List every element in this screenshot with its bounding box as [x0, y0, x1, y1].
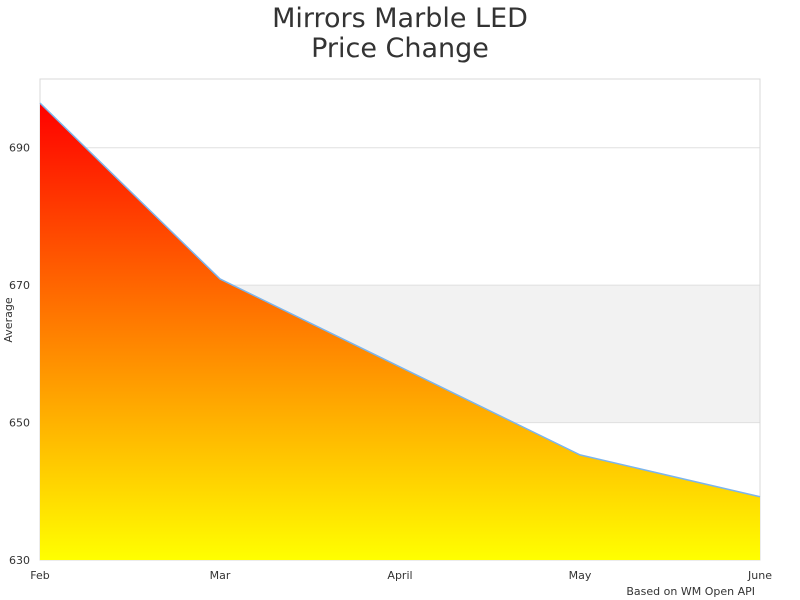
x-tick-label: June: [747, 569, 772, 582]
y-axis-label: Average: [2, 297, 15, 342]
area-fill: [40, 103, 760, 561]
y-tick-label: 670: [9, 279, 30, 292]
x-tick-label: May: [569, 569, 592, 582]
x-tick-label: Mar: [210, 569, 231, 582]
x-tick-label: Feb: [30, 569, 49, 582]
chart-title-line-1: Mirrors Marble LED: [272, 3, 528, 34]
y-tick-label: 690: [9, 142, 30, 155]
x-tick-label: April: [387, 569, 412, 582]
chart-title-line-2: Price Change: [311, 33, 489, 64]
credit-text: Based on WM Open API: [626, 585, 755, 598]
y-tick-label: 630: [9, 554, 30, 567]
y-tick-label: 650: [9, 417, 30, 430]
